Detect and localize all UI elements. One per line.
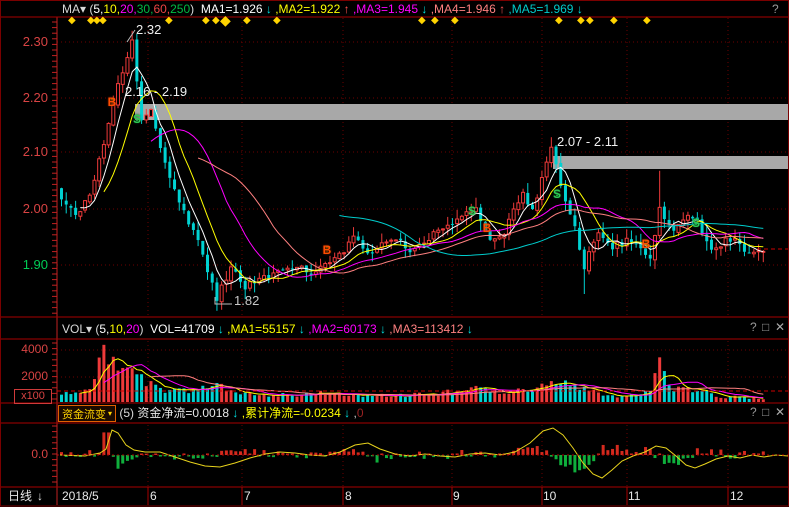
ma-indicator-dropdown[interactable]: MA▾ (62, 2, 90, 16)
volume-unit-label: x100 (14, 389, 52, 404)
flow-indicator-header: (5) 资金净流=0.0018 ↓ ,累计净流=-0.0234 ↓ ,0 (116, 406, 364, 420)
volume-indicator-header: VOL▾ (5, 10, 20) VOL=41709 ↓ ,MA1=55157 ↓ … (62, 322, 473, 336)
chevron-down-icon: ▾ (108, 409, 113, 418)
flow-indicator-selector[interactable]: 资金流变 ▾ (58, 405, 117, 422)
flow-indicator-label: 资金流变 (62, 408, 106, 421)
main-indicator-header: MA▾ (5, 10, 20, 30, 60, 250) MA1=1.926 ↓ ,MA2… (62, 2, 583, 16)
vol-indicator-dropdown[interactable]: VOL▾ (62, 322, 96, 336)
